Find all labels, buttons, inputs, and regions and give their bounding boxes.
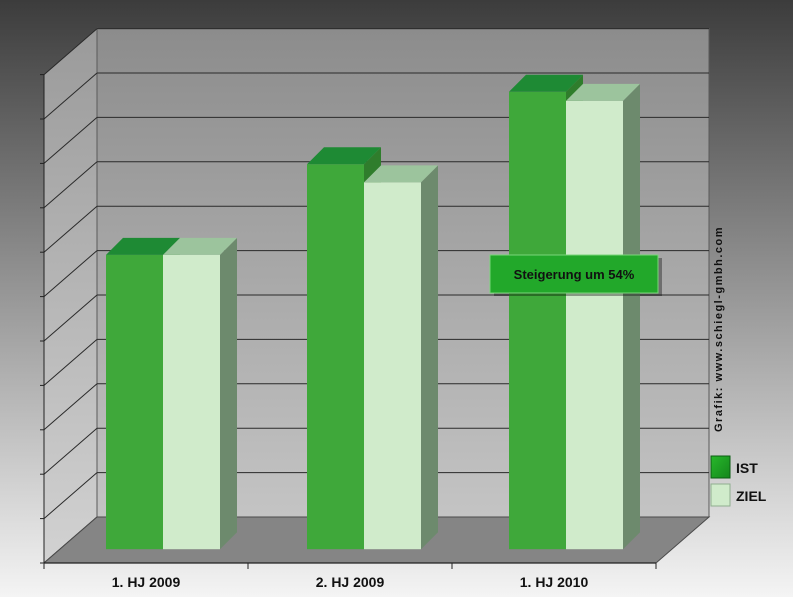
gridline-side [43,72,98,120]
bar-top [566,83,640,101]
credit-label: Grafik: www.schiegl-gmbh.com [713,226,725,432]
gridline-side [43,339,98,386]
bar-top [307,147,381,165]
gridline-side [43,383,98,431]
bar-front [106,254,163,550]
gridline-side [43,205,98,253]
annotation-label: Steigerung um 54% [514,267,635,282]
bar-front [163,254,220,550]
gridline-side [43,117,98,164]
bar-side [421,165,438,550]
legend-swatch-ziel [710,483,731,507]
gridline-side [43,472,98,519]
bar-top [509,74,583,92]
gridline-side [43,427,98,475]
x-tick-label: 1. HJ 2010 [520,574,589,590]
left-wall [43,27,98,565]
bar-top [364,165,438,183]
bar-front [509,91,566,550]
gridline-side [43,28,98,75]
bar-front [307,164,364,550]
legend-label-ist: IST [736,460,758,476]
annotation-fill [489,254,659,294]
gridline-side [43,294,98,342]
bar-side [623,83,640,550]
bar [566,83,640,550]
x-axis: 1. HJ 2009 2. HJ 2009 1. HJ 2010 [43,74,657,590]
legend-item-ziel: ZIEL [710,483,767,507]
legend: IST ZIEL [710,455,767,507]
bar [364,165,438,550]
bar-front [566,100,623,550]
bar-top [163,237,237,255]
annotation-box: Steigerung um 54% [489,254,662,296]
legend-item-ist: IST [710,455,758,479]
bars [106,74,640,550]
legend-swatch-ist [710,455,731,479]
bar-top [106,237,180,255]
bar-side [220,237,237,550]
gridline-side [43,161,98,209]
x-tick-label: 2. HJ 2009 [316,574,385,590]
bar-front [364,182,421,550]
x-tick-label: 1. HJ 2009 [112,574,181,590]
gridline-side [43,250,98,297]
legend-label-ziel: ZIEL [736,488,767,504]
bar [163,237,237,550]
